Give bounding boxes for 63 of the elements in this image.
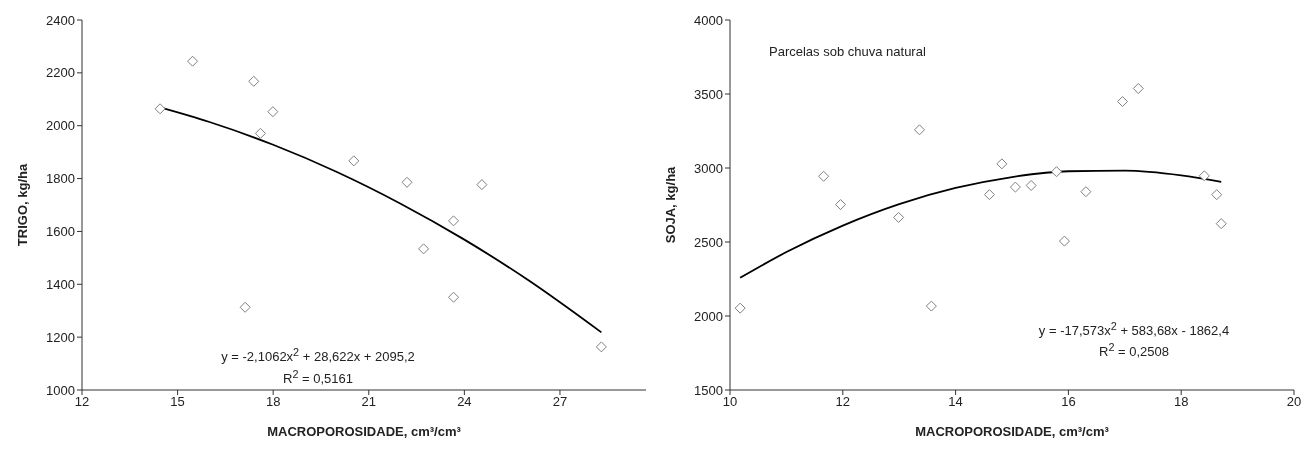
y-tick-label: 1500: [694, 382, 723, 398]
point: [476, 179, 488, 191]
point: [1051, 166, 1063, 178]
y-tick-label: 2200: [46, 65, 75, 81]
y-axis-title: TRIGO, kg/ha: [14, 163, 30, 247]
point: [1058, 235, 1070, 247]
point: [914, 124, 925, 136]
y-tick-label: 3500: [694, 86, 723, 102]
point: [248, 75, 260, 87]
x-tick-label: 20: [1286, 394, 1302, 410]
x-tick-label: 21: [361, 394, 377, 410]
point: [187, 55, 199, 67]
x-tick-label: 15: [170, 394, 185, 410]
annotation: y = -2,1062x$^{2}$ + 28,622x + 2095,2: [220, 346, 416, 365]
y-tick-label: 1000: [46, 382, 75, 398]
point: [448, 215, 460, 227]
point: [418, 243, 430, 255]
point: [239, 301, 251, 313]
y-tick-label: 3000: [694, 160, 723, 176]
y-tick-label: 1600: [46, 224, 75, 240]
x-tick-label: 24: [457, 394, 472, 410]
y-tick-label: 2500: [694, 234, 723, 250]
point: [818, 170, 830, 182]
line-series: [739, 169, 1223, 279]
point: [1025, 179, 1037, 191]
x-axis-title: MACROPOROSIDADE, cm³/cm³: [915, 424, 1110, 439]
point: [154, 103, 166, 115]
point: [1215, 218, 1227, 230]
point: [448, 291, 460, 303]
point: [1211, 189, 1223, 201]
x-tick-label: 16: [1061, 394, 1076, 410]
point: [401, 176, 413, 188]
y-tick-label: 1200: [46, 329, 75, 345]
point: [925, 300, 937, 312]
point: [595, 341, 607, 353]
point: [1198, 170, 1210, 182]
annotation: Parcelas sob chuva natural: [769, 44, 926, 59]
y-tick-label: 4000: [694, 12, 723, 28]
point: [1080, 186, 1092, 198]
x-tick-label: 27: [552, 394, 568, 410]
point: [267, 106, 279, 118]
point: [1009, 181, 1021, 193]
x-tick-label: 18: [1173, 394, 1189, 410]
x-tick-label: 10: [722, 394, 738, 410]
point: [983, 189, 995, 201]
x-tick-label: 14: [948, 394, 963, 410]
point: [348, 155, 360, 167]
x-tick-label: 12: [835, 394, 851, 410]
x-axis-title: MACROPOROSIDADE, cm³/cm³: [267, 424, 462, 439]
y-axis-title: SOJA, kg/ha: [662, 165, 678, 244]
point: [1132, 83, 1144, 95]
annotation: R$^{2}$ = 0,5161: [282, 368, 354, 387]
point: [893, 211, 905, 223]
y-tick-label: 2000: [694, 308, 723, 324]
point: [254, 127, 266, 139]
y-tick-label: 2000: [46, 118, 75, 134]
annotation: y = -17,573x$^{2}$ + 583,68x - 1862,4: [1037, 320, 1231, 339]
x-tick-label: 12: [74, 394, 90, 410]
y-tick-label: 2400: [46, 12, 75, 28]
y-tick-label: 1800: [46, 171, 75, 187]
annotation: R$^{2}$ = 0,2508: [1098, 341, 1170, 360]
y-tick-label: 1400: [46, 276, 75, 292]
x-tick-label: 18: [265, 394, 281, 410]
